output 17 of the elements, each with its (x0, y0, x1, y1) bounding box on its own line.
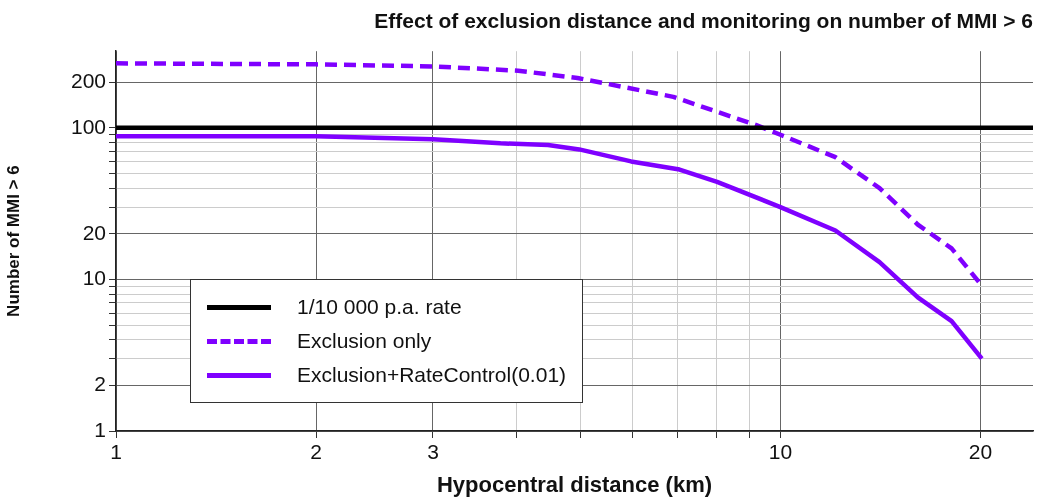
x-tick-label: 2 (310, 440, 322, 464)
y-tick-label: 2 (94, 372, 106, 396)
y-tick-label: 10 (82, 266, 106, 290)
y-tick-label: 200 (70, 68, 106, 92)
x-axis-title: Hypocentral distance (km) (436, 471, 713, 497)
y-tick-label: 20 (82, 220, 106, 244)
y-tick-label: 100 (70, 114, 106, 138)
y-axis-title: Number of MMI > 6 (3, 165, 23, 317)
legend-label: Exclusion only (297, 329, 432, 353)
y-tick-label: 1 (94, 417, 106, 441)
x-tick-label: 3 (427, 440, 439, 464)
x-tick-label: 20 (968, 440, 993, 464)
legend-label: 1/10 000 p.a. rate (297, 295, 462, 319)
x-tick-label: 10 (768, 440, 793, 464)
x-tick-label: 1 (110, 440, 122, 464)
legend-label: Exclusion+RateControl(0.01) (297, 363, 567, 387)
chart-title: Effect of exclusion distance and monitoring on number of MMI > 6 (374, 9, 1033, 33)
